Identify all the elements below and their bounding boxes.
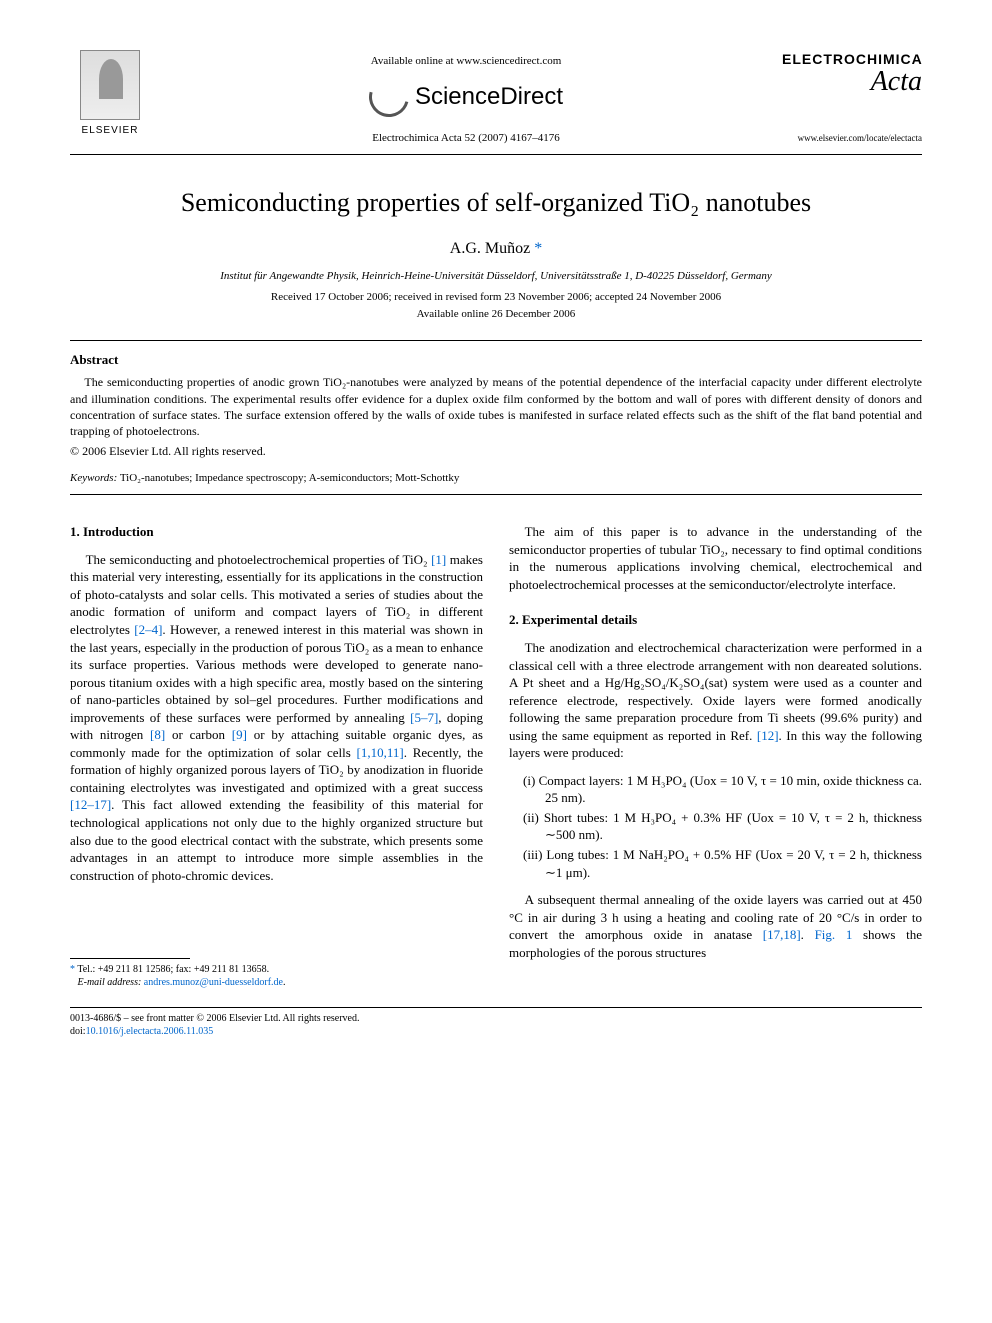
ref-link[interactable]: [12] [757, 728, 779, 743]
footnote-block: * Tel.: +49 211 81 12586; fax: +49 211 8… [70, 963, 483, 989]
author-name: A.G. Muñoz [450, 240, 530, 257]
authors: A.G. Muñoz * [70, 238, 922, 260]
footnote-email-line: E-mail address: andres.munoz@uni-duessel… [70, 976, 483, 989]
keywords-label: Keywords: [70, 472, 117, 484]
sd-swoosh-icon [362, 70, 417, 125]
text-run: . This fact allowed extending the feasib… [70, 797, 483, 882]
article-title: Semiconducting properties of self-organi… [70, 185, 922, 220]
email-link[interactable]: andres.munoz@uni-duesseldorf.de [144, 977, 283, 988]
text-run: or carbon [165, 727, 232, 742]
exp-paragraph-2: A subsequent thermal annealing of the ox… [509, 891, 922, 961]
list-item: (ii) Short tubes: 1 M H₃PO₄ + 0.3% HF (U… [523, 809, 922, 844]
figure-link[interactable]: Fig. 1 [815, 927, 853, 942]
elsevier-tree-icon [80, 50, 140, 120]
footer-doi-line: doi:10.1016/j.electacta.2006.11.035 [70, 1025, 922, 1038]
abstract-heading: Abstract [70, 351, 922, 369]
dates-online: Available online 26 December 2006 [70, 307, 922, 322]
footnote-tel: * Tel.: +49 211 81 12586; fax: +49 211 8… [70, 963, 483, 976]
journal-script: Acta [782, 69, 922, 94]
affiliation: Institut für Angewandte Physik, Heinrich… [70, 269, 922, 284]
section-2-heading: 2. Experimental details [509, 611, 922, 629]
intro-paragraph-2: The aim of this paper is to advance in t… [509, 523, 922, 593]
copyright-line: © 2006 Elsevier Ltd. All rights reserved… [70, 443, 922, 459]
footer-block: 0013-4686/$ – see front matter © 2006 El… [70, 1012, 922, 1038]
available-online: Available online at www.sciencedirect.co… [150, 54, 782, 69]
corresponding-star-icon[interactable]: * [534, 240, 542, 257]
two-column-body: 1. Introduction The semiconducting and p… [70, 523, 922, 989]
list-item: (i) Compact layers: 1 M H₃PO₄ (Uox = 10 … [523, 772, 922, 807]
header-rule [70, 154, 922, 155]
header-center: Available online at www.sciencedirect.co… [150, 50, 782, 146]
ref-link[interactable]: [1] [431, 552, 446, 567]
ref-link[interactable]: [1,10,11] [357, 745, 404, 760]
list-item: (iii) Long tubes: 1 M NaH₂PO₄ + 0.5% HF … [523, 846, 922, 881]
footnote-tel-text: Tel.: +49 211 81 12586; fax: +49 211 81 … [77, 964, 269, 975]
ref-link[interactable]: [5–7] [410, 710, 438, 725]
dates-received: Received 17 October 2006; received in re… [70, 290, 922, 305]
text-run: . [801, 927, 815, 942]
sciencedirect-logo: ScienceDirect [150, 77, 782, 117]
abstract-body: The semiconducting properties of anodic … [70, 374, 922, 439]
sd-brand-text: ScienceDirect [415, 81, 563, 113]
journal-url: www.elsevier.com/locate/electacta [782, 132, 922, 144]
ref-link[interactable]: [9] [232, 727, 247, 742]
ref-link[interactable]: [17,18] [763, 927, 801, 942]
text-run: The semiconducting and photoelectrochemi… [86, 552, 431, 567]
footnote-rule [70, 958, 190, 959]
doi-label: doi: [70, 1026, 86, 1037]
section-1-heading: 1. Introduction [70, 523, 483, 541]
journal-logo-block: ELECTROCHIMICA Acta www.elsevier.com/loc… [782, 50, 922, 144]
ref-link[interactable]: [2–4] [134, 622, 162, 637]
citation-line: Electrochimica Acta 52 (2007) 4167–4176 [150, 131, 782, 146]
layer-list: (i) Compact layers: 1 M H₃PO₄ (Uox = 10 … [523, 772, 922, 881]
intro-paragraph-1: The semiconducting and photoelectrochemi… [70, 551, 483, 884]
doi-link[interactable]: 10.1016/j.electacta.2006.11.035 [86, 1026, 214, 1037]
right-column: The aim of this paper is to advance in t… [509, 523, 922, 989]
publisher-logo: ELSEVIER [70, 50, 150, 138]
keywords-line: Keywords: TiO₂-nanotubes; Impedance spec… [70, 471, 922, 486]
footer-front-matter: 0013-4686/$ – see front matter © 2006 El… [70, 1012, 922, 1025]
exp-paragraph-1: The anodization and electrochemical char… [509, 639, 922, 762]
email-label: E-mail address: [78, 977, 142, 988]
left-column: 1. Introduction The semiconducting and p… [70, 523, 483, 989]
ref-link[interactable]: [12–17] [70, 797, 111, 812]
ref-link[interactable]: [8] [150, 727, 165, 742]
keywords-values: TiO₂-nanotubes; Impedance spectroscopy; … [120, 472, 460, 484]
header: ELSEVIER Available online at www.science… [70, 50, 922, 146]
abstract-bottom-rule [70, 494, 922, 495]
abstract-top-rule [70, 340, 922, 341]
publisher-label: ELSEVIER [70, 124, 150, 138]
footer-rule [70, 1007, 922, 1008]
